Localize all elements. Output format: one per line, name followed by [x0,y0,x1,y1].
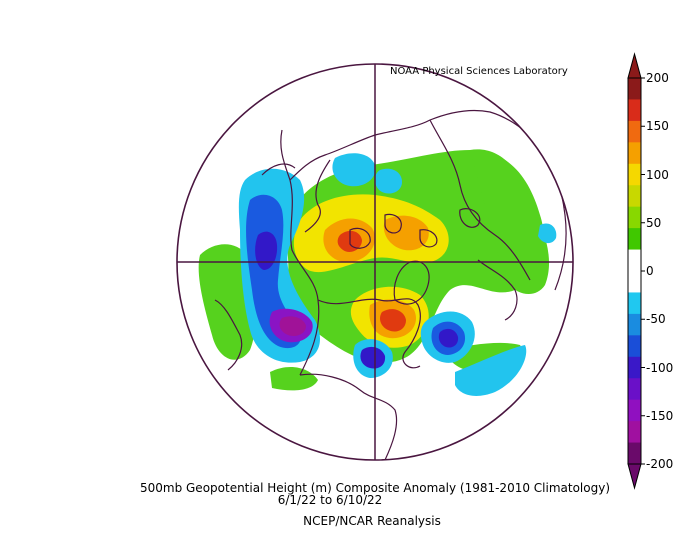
colorbar-segment [628,271,641,293]
colorbar-segment [628,120,641,143]
coastline-north-america [280,129,421,460]
anomaly-lightblue-east [374,168,402,194]
colorbar-segment [628,356,641,379]
colorbar-segment [628,142,641,165]
anomaly-indigo-pacific [255,231,278,270]
colorbar-label: 50 [646,215,662,230]
coastline-islands [349,208,481,249]
colorbar-label: 0 [646,264,654,278]
colorbar-bottom-arrow [627,463,642,490]
anomaly-green-south [270,366,318,391]
colorbar-segment [628,292,641,315]
globe-outline [176,63,574,461]
anomaly-green-east [470,149,550,295]
colorbar-segment [628,163,641,186]
coastlines [214,109,567,460]
coastline-greenland [393,260,430,305]
colorbar-label: 200 [646,71,669,85]
colorbar-segment [628,442,641,465]
colorbar-segment [628,399,641,422]
colorbar-segment [628,249,641,272]
colorbar-segment [628,421,641,444]
colorbar-segment [628,313,641,336]
credit-text: NOAA Physical Sciences Laboratory [390,66,568,77]
anomaly-blue-pacific [246,194,302,349]
coastline-asia-east [304,159,518,321]
coastline-asia-south [214,163,296,371]
colorbar-label: 150 [646,119,669,134]
anomaly-field [198,109,567,460]
colorbar-segment [628,228,641,251]
colorbar-segment [628,185,641,208]
anomaly-lightblue-far-east [538,223,557,244]
colorbar-label: -50 [646,312,666,327]
anomaly-indigo-atlantic [438,328,459,348]
colorbar-segment [628,99,641,122]
colorbar-segment [628,78,641,100]
colorbar-segment [628,206,641,229]
colorbar-label: -100 [646,360,674,375]
anomaly-orange-arctic-2 [383,215,429,251]
caption-source: NCEP/NCAR Reanalysis [303,514,441,528]
coastline-eurasia [289,109,567,291]
anomaly-red-atlantic [380,309,406,332]
anomaly-lightblue-north [332,153,376,187]
anomaly-lightblue-se [455,345,527,396]
caption-dates: 6/1/22 to 6/10/22 [277,493,383,507]
colorbar-label: -150 [646,408,674,423]
colorbar-segment [628,335,641,358]
colorbar-label: 100 [646,167,669,182]
anomaly-indigo-na [360,346,386,369]
colorbar-label: -200 [646,457,674,471]
caption-title: 500mb Geopotential Height (m) Composite … [139,481,610,495]
colorbar-segment [628,378,641,401]
anomaly-magenta-pacific [279,316,306,336]
colorbar-top-arrow [627,52,642,79]
colorbar [627,52,645,490]
